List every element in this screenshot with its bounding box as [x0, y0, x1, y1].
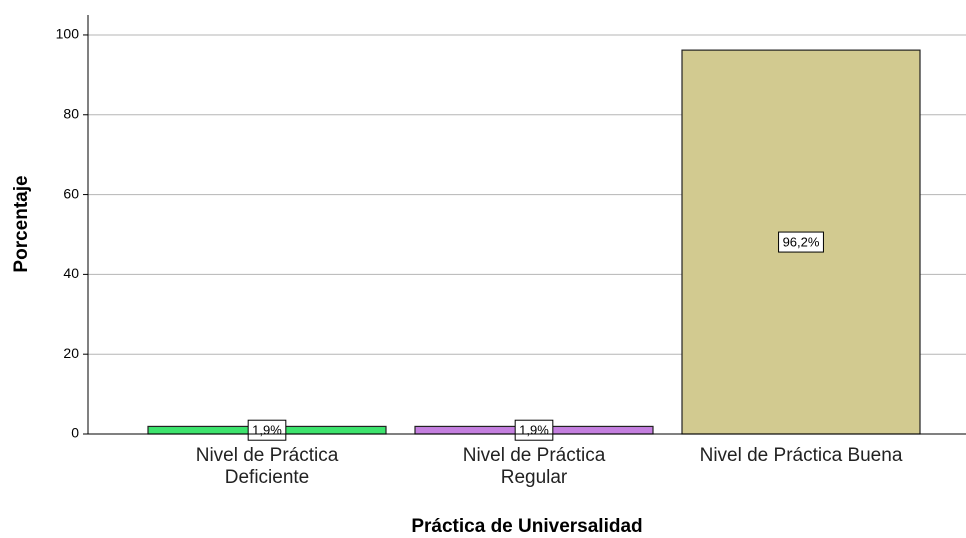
x-axis-label: Práctica de Universalidad	[411, 516, 642, 537]
y-tick-label: 40	[63, 265, 79, 281]
y-tick-label: 0	[71, 425, 79, 441]
value-label-box	[514, 419, 554, 441]
x-tick-label: Nivel de Práctica Regular	[462, 445, 606, 488]
value-label: 1,9%	[519, 423, 549, 438]
value-label: 1,9%	[252, 423, 282, 438]
y-tick-label: 100	[56, 26, 80, 42]
value-label: 96,2%	[783, 234, 820, 249]
value-label-box	[247, 419, 287, 441]
y-tick-label: 60	[63, 185, 79, 201]
y-axis-label: Porcentaje	[11, 175, 32, 272]
x-tick-label: Nivel de Práctica Deficiente	[195, 445, 339, 488]
x-tick-label: Nivel de Práctica Buena	[699, 445, 903, 466]
value-label-box	[778, 231, 824, 253]
y-tick-label: 20	[63, 345, 79, 361]
y-tick-label: 80	[63, 105, 79, 121]
